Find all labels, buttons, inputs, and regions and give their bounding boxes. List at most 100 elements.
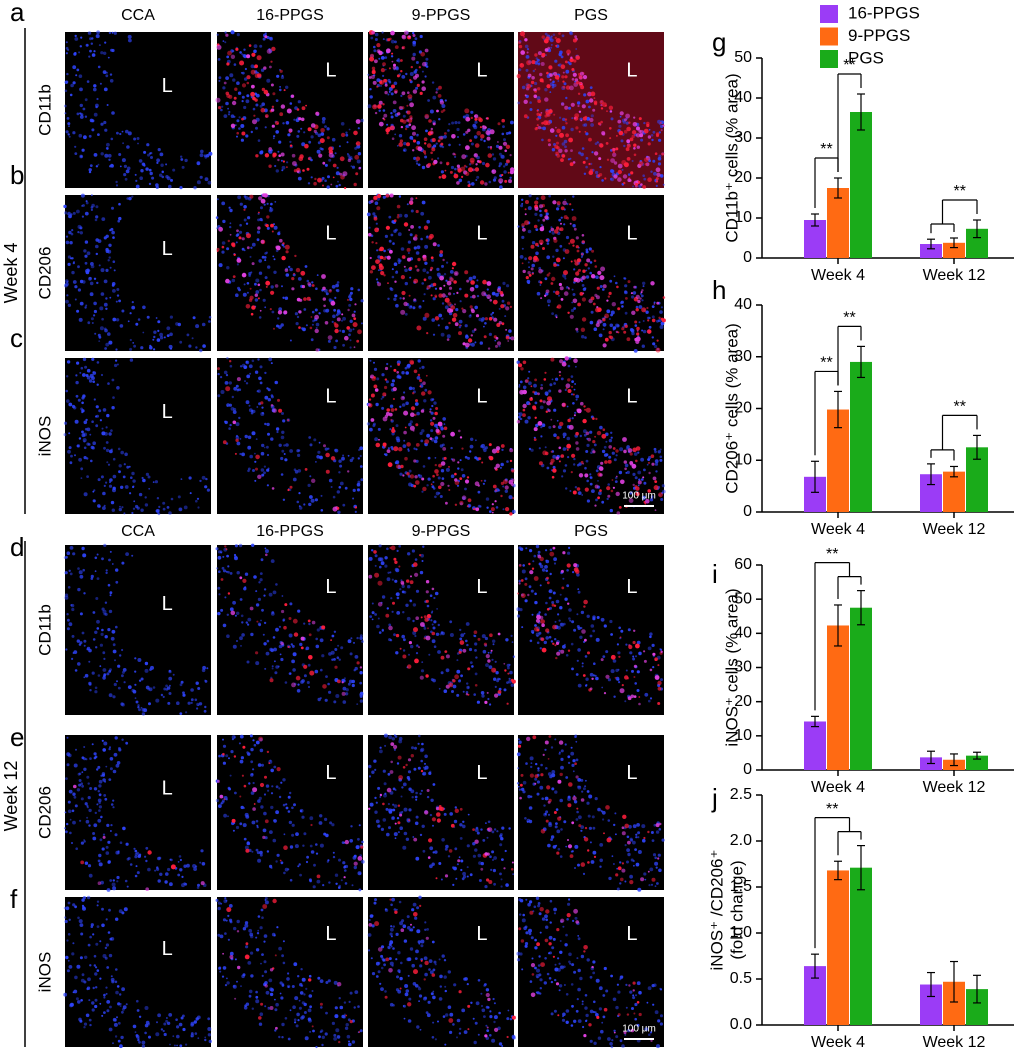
nucleus	[266, 468, 270, 472]
stain	[280, 152, 285, 157]
stain	[624, 467, 627, 471]
stain	[534, 378, 537, 382]
nucleus	[264, 549, 269, 554]
nucleus	[85, 270, 90, 275]
nucleus	[93, 112, 98, 117]
stain	[511, 679, 516, 684]
stain	[271, 487, 275, 490]
nucleus	[90, 42, 94, 45]
nucleus	[647, 458, 651, 461]
nucleus	[641, 344, 645, 348]
nucleus	[103, 741, 108, 746]
stain	[398, 447, 403, 452]
stain	[568, 137, 573, 143]
nucleus	[316, 455, 320, 459]
nucleus	[107, 332, 111, 336]
nucleus	[571, 380, 574, 383]
nucleus	[549, 38, 554, 43]
nucleus	[470, 142, 474, 146]
stain	[620, 479, 625, 485]
nucleus	[502, 485, 505, 488]
nucleus	[422, 545, 425, 548]
stain	[564, 249, 570, 254]
nucleus	[281, 430, 285, 434]
nucleus	[558, 649, 561, 652]
nucleus	[342, 700, 347, 704]
nucleus	[649, 697, 653, 700]
stain	[256, 620, 259, 623]
nucleus	[316, 149, 321, 154]
nucleus	[218, 76, 222, 80]
stain	[486, 136, 491, 141]
nucleus	[131, 554, 134, 557]
stain	[371, 66, 376, 71]
stain	[628, 498, 634, 503]
nucleus	[642, 281, 646, 285]
nucleus	[96, 627, 100, 630]
nucleus	[524, 577, 528, 581]
nucleus	[84, 365, 88, 369]
stain	[397, 213, 400, 217]
stain	[242, 578, 247, 584]
nucleus	[266, 850, 270, 853]
nucleus	[197, 883, 200, 887]
stain	[80, 860, 85, 865]
nucleus	[263, 465, 266, 468]
nucleus	[113, 31, 117, 35]
stain	[272, 92, 276, 96]
stain	[631, 463, 637, 469]
stain	[241, 237, 245, 241]
nucleus	[533, 554, 537, 558]
stain	[382, 256, 387, 261]
stain	[428, 235, 433, 240]
nucleus	[75, 847, 78, 850]
stain	[334, 665, 338, 669]
nucleus	[328, 298, 332, 302]
stain	[542, 450, 548, 456]
stain	[633, 153, 637, 157]
nucleus	[502, 125, 505, 129]
nucleus	[632, 291, 637, 295]
stain	[410, 197, 414, 201]
nucleus	[280, 781, 283, 784]
nucleus	[75, 74, 78, 77]
stain	[581, 240, 585, 244]
stain	[579, 292, 584, 296]
nucleus	[595, 676, 599, 681]
nucleus	[235, 293, 239, 298]
nucleus	[528, 194, 532, 198]
nucleus	[321, 176, 325, 180]
nucleus	[201, 668, 206, 673]
stain	[412, 34, 416, 37]
nucleus	[266, 445, 269, 449]
nucleus	[241, 633, 245, 637]
nucleus	[105, 268, 109, 272]
nucleus	[254, 370, 259, 374]
nucleus	[117, 447, 121, 451]
nucleus	[268, 592, 273, 597]
stain	[484, 317, 488, 321]
nucleus	[315, 644, 320, 649]
nucleus	[231, 395, 234, 399]
nucleus	[521, 85, 526, 90]
nucleus	[431, 404, 434, 408]
nucleus	[222, 86, 226, 90]
nucleus	[156, 161, 159, 164]
nucleus	[112, 649, 117, 654]
nucleus	[319, 814, 323, 818]
stain	[638, 129, 642, 133]
stain	[660, 650, 663, 653]
nucleus	[92, 371, 95, 374]
stain	[546, 608, 550, 611]
nucleus	[570, 127, 574, 132]
stain	[555, 641, 560, 646]
nucleus	[330, 486, 333, 488]
nucleus	[84, 98, 88, 102]
nucleus	[338, 459, 342, 463]
nucleus	[106, 823, 110, 828]
nucleus	[101, 607, 105, 611]
nucleus	[544, 32, 548, 36]
nucleus	[384, 234, 388, 238]
nucleus	[95, 646, 98, 649]
nucleus	[549, 383, 553, 387]
